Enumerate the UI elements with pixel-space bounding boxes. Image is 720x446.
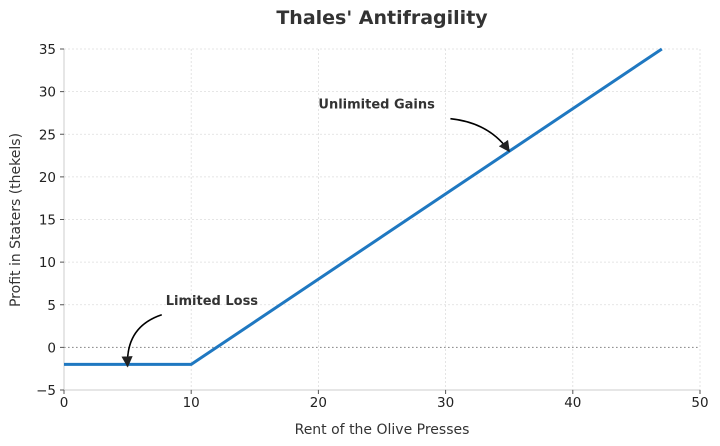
y-tick-label: 20: [39, 170, 56, 186]
x-tick-label: 20: [310, 395, 327, 411]
x-tick-label: 40: [564, 395, 581, 411]
y-tick-label: −5: [36, 383, 56, 399]
annotation-label: Unlimited Gains: [318, 98, 435, 113]
payoff-line: [64, 47, 663, 366]
y-tick-label: 25: [39, 127, 56, 143]
annotations: Limited Loss Unlimited Gains: [121, 98, 510, 368]
y-tick-label: 10: [39, 255, 56, 271]
annotation-arrow: [450, 117, 510, 153]
chart-title: Thales' Antifragility: [276, 7, 488, 29]
x-tick-label: 50: [691, 395, 708, 411]
y-tick-label: 30: [39, 85, 56, 101]
annotation-label: Limited Loss: [166, 294, 259, 309]
x-tick-label: 0: [60, 395, 69, 411]
x-axis-label: Rent of the Olive Presses: [295, 422, 470, 438]
y-tick-label: 5: [47, 298, 56, 314]
series-layer: [64, 47, 700, 366]
y-tick-label: 0: [47, 340, 56, 356]
y-tick-label: 15: [39, 213, 56, 229]
y-axis-label: Profit in Staters (thekels): [8, 133, 24, 307]
y-tick-label: 35: [39, 42, 56, 58]
x-tick-label: 30: [437, 395, 454, 411]
annotation-arrow: [121, 313, 163, 368]
x-tick-label: 10: [183, 395, 200, 411]
